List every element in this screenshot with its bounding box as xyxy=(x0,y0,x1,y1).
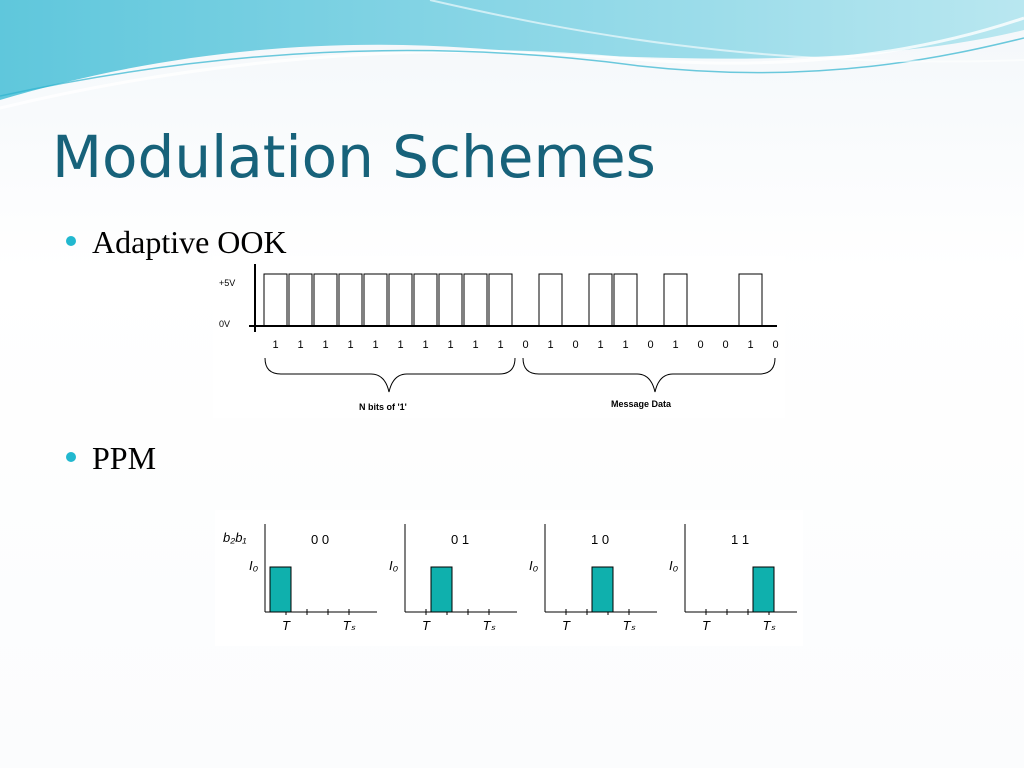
ppm-t-label: T xyxy=(282,618,291,633)
ppm-ts-label: Tₛ xyxy=(623,618,636,633)
ook-bit-label: 1 xyxy=(672,339,678,351)
y-label-5v: +5V xyxy=(219,278,235,288)
ook-bit-label: 1 xyxy=(497,339,503,351)
ook-bit-label: 1 xyxy=(472,339,478,351)
header-wave-decoration xyxy=(0,0,1024,110)
ppm-panel: I₀ 1 1 T Tₛ xyxy=(669,524,797,633)
ook-bit-label: 1 xyxy=(372,339,378,351)
ook-pulse xyxy=(413,273,438,327)
ook-pulse xyxy=(263,273,288,327)
bullet-ppm: PPM xyxy=(66,440,156,477)
ppm-ts-label: Tₛ xyxy=(343,618,356,633)
ook-bit-label: 0 xyxy=(772,339,778,351)
ppm-t-label: T xyxy=(702,618,711,633)
ook-pulse xyxy=(463,273,488,327)
ppm-code-label: 0 0 xyxy=(311,532,329,547)
ppm-panel: I₀ 1 0 T Tₛ xyxy=(529,524,657,633)
ook-waveform-figure: +5V 0V 1 1 1 1 1 1 1 1 1 1 0 1 0 1 1 0 1 0 0 1 0 N bits of '… xyxy=(213,256,785,418)
ook-pulse xyxy=(388,273,413,327)
ook-bit-label: 1 xyxy=(447,339,453,351)
ook-bit-label: 1 xyxy=(272,339,278,351)
ppm-y-label: I₀ xyxy=(529,558,539,573)
ppm-y-label: I₀ xyxy=(249,558,259,573)
ook-bit-label: 1 xyxy=(422,339,428,351)
ook-bit-label: 0 xyxy=(522,339,528,351)
ook-bit-label: 1 xyxy=(747,339,753,351)
ook-pulse xyxy=(738,273,763,327)
message-brace xyxy=(522,357,776,393)
ook-pulse xyxy=(663,273,688,327)
ppm-code-label: 1 1 xyxy=(731,532,749,547)
ppm-pulse xyxy=(430,566,453,613)
bullet-dot-icon xyxy=(66,451,76,462)
ook-pulse xyxy=(313,273,338,327)
ppm-pulse xyxy=(269,566,292,613)
ppm-t-label: T xyxy=(562,618,571,633)
ook-bit-labels: 1 1 1 1 1 1 1 1 1 1 0 1 0 1 1 0 1 0 0 1 0 xyxy=(272,339,778,351)
ook-pulse xyxy=(488,273,513,327)
ook-bit-label: 1 xyxy=(297,339,303,351)
ppm-pulse xyxy=(591,566,614,613)
ppm-code-label: 1 0 xyxy=(591,532,609,547)
ook-bit-label: 1 xyxy=(547,339,553,351)
ppm-ts-label: Tₛ xyxy=(763,618,776,633)
ook-bit-label: 1 xyxy=(597,339,603,351)
ppm-ts-label: Tₛ xyxy=(483,618,496,633)
ppm-figure: b₂b₁ I₀ 0 0 T Tₛ I₀ 0 1 T Tₛ I₀ 1 0 T Tₛ I₀ 1 1 T Tₛ xyxy=(215,510,803,646)
ook-pulse xyxy=(288,273,313,327)
preamble-label: N bits of '1' xyxy=(359,402,407,412)
ook-bit-label: 0 xyxy=(647,339,653,351)
ook-pulse xyxy=(613,273,638,327)
preamble-brace xyxy=(264,357,516,393)
ook-bit-label: 1 xyxy=(397,339,403,351)
ppm-code-label: 0 1 xyxy=(451,532,469,547)
y-label-0v: 0V xyxy=(219,319,230,329)
ppm-diagram: b₂b₁ I₀ 0 0 T Tₛ I₀ 0 1 T Tₛ I₀ 1 0 T Tₛ I₀ 1 1 T Tₛ xyxy=(223,524,797,633)
ook-pulse xyxy=(538,273,563,327)
bullet-dot-icon xyxy=(66,235,76,246)
ook-waveform-diagram: +5V 0V 1 1 1 1 1 1 1 1 1 1 0 1 0 1 1 0 1 0 0 1 0 N bits of '… xyxy=(219,264,779,412)
ppm-panels: I₀ 0 0 T Tₛ I₀ 0 1 T Tₛ I₀ 1 0 T Tₛ I₀ 1 1 T Tₛ xyxy=(249,524,797,633)
ook-bit-label: 1 xyxy=(322,339,328,351)
ppm-panel: I₀ 0 1 T Tₛ xyxy=(389,524,517,633)
ppm-pulse xyxy=(752,566,775,613)
bullet-label: PPM xyxy=(92,440,157,476)
ppm-panel: I₀ 0 0 T Tₛ xyxy=(249,524,377,633)
ppm-t-label: T xyxy=(422,618,431,633)
ook-pulses xyxy=(263,273,763,327)
ook-pulse xyxy=(588,273,613,327)
ook-bit-label: 0 xyxy=(697,339,703,351)
ppm-y-label: I₀ xyxy=(669,558,679,573)
ppm-axis-header: b₂b₁ xyxy=(223,530,247,545)
ppm-y-label: I₀ xyxy=(389,558,399,573)
ook-bit-label: 1 xyxy=(347,339,353,351)
message-label: Message Data xyxy=(611,399,672,409)
bullet-label: Adaptive OOK xyxy=(92,224,287,260)
ook-bit-label: 1 xyxy=(622,339,628,351)
ook-pulse xyxy=(438,273,463,327)
ook-bit-label: 0 xyxy=(722,339,728,351)
ook-pulse xyxy=(363,273,388,327)
bullet-adaptive-ook: Adaptive OOK xyxy=(66,224,287,261)
slide-title: Modulation Schemes xyxy=(52,123,656,191)
ook-bit-label: 0 xyxy=(572,339,578,351)
ook-pulse xyxy=(338,273,363,327)
